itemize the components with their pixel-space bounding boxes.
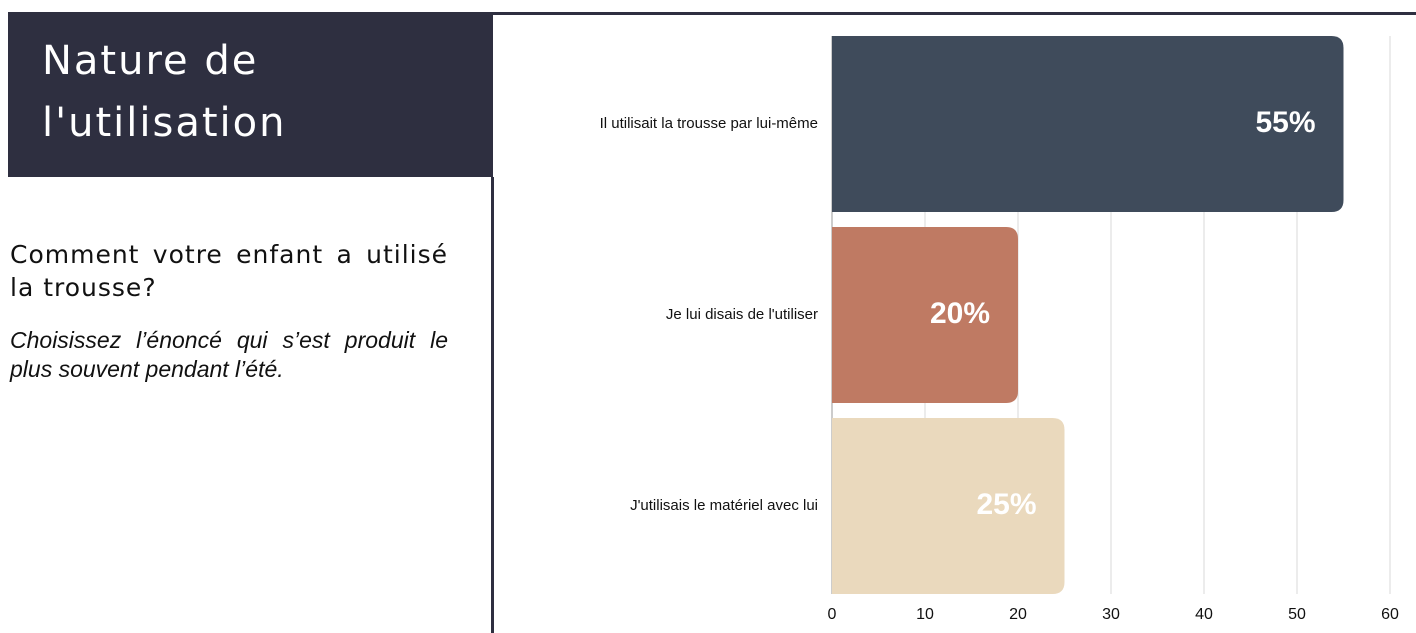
x-tick-label: 20 [1009,606,1027,623]
x-tick-label: 10 [916,606,934,623]
data-label: 25% [976,488,1036,521]
data-label: 20% [930,297,990,330]
x-tick-label: 60 [1381,606,1399,623]
x-tick-label: 30 [1102,606,1120,623]
x-tick-label: 40 [1195,606,1213,623]
instruction: Choisissez l’énoncé qui s’est produit le… [10,327,448,382]
top-border [493,12,1416,15]
data-label: 55% [1255,106,1315,139]
header-title: Nature de l'utilisation [8,12,493,177]
x-tick-label: 50 [1288,606,1306,623]
question: Comment votre enfant a utilisé la trouss… [10,240,448,302]
category-label: Il utilisait la trousse par lui-même [600,115,818,132]
category-label: Je lui disais de l'utiliser [666,306,818,323]
divider [491,177,494,633]
bar [832,36,1344,212]
bar [832,227,1018,403]
category-label: J'utilisais le matériel avec lui [630,497,818,514]
x-tick-label: 0 [828,606,837,623]
bar [832,418,1065,594]
